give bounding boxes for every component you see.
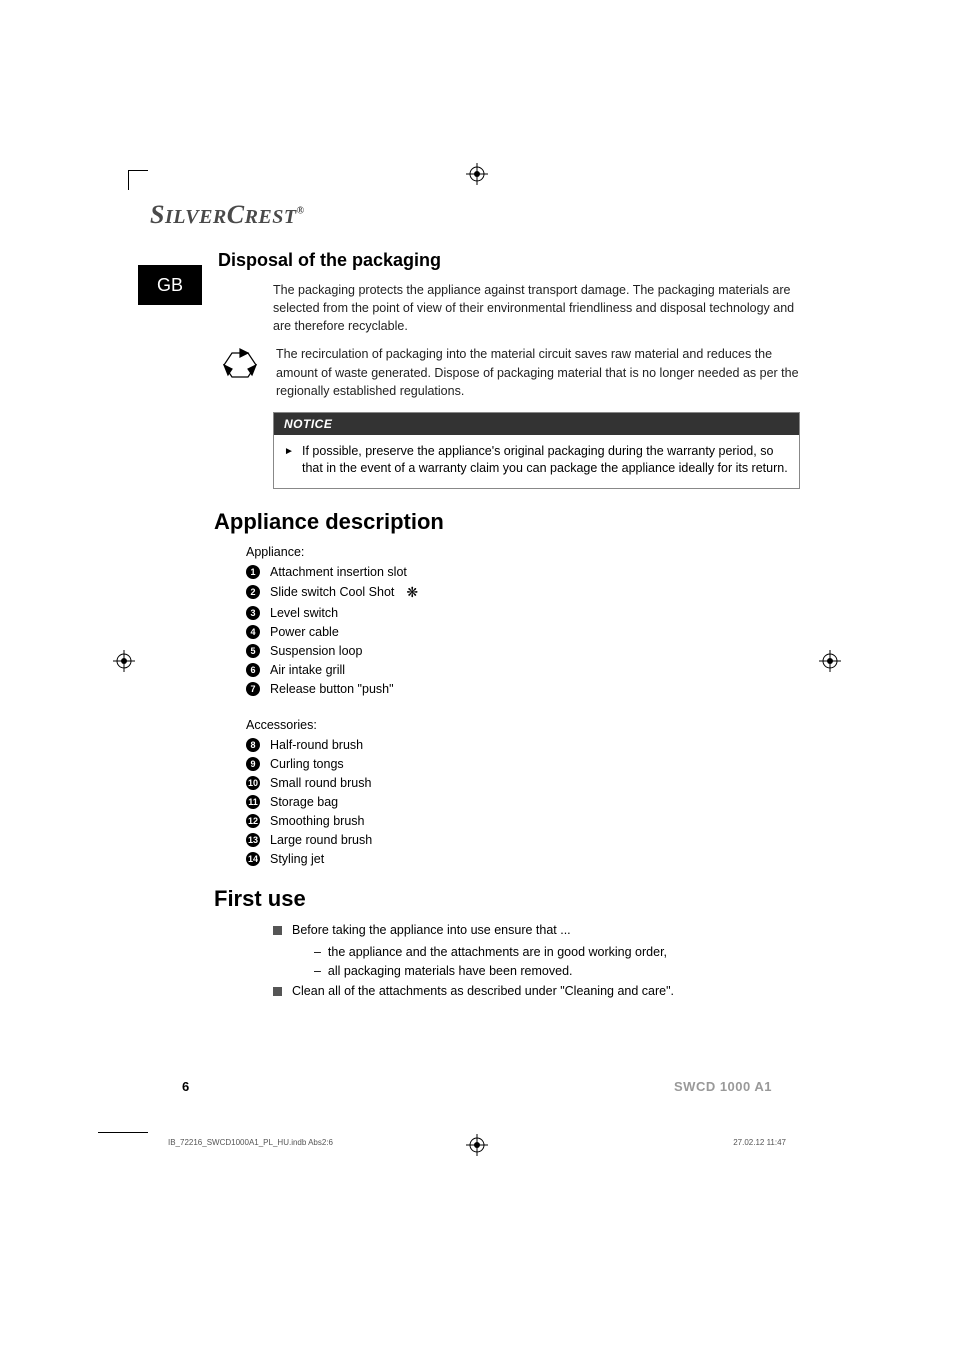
number-badge: 9 [246,757,260,771]
item-text: Power cable [270,625,339,639]
item-text: Air intake grill [270,663,345,677]
section-heading-disposal: Disposal of the packaging [218,250,804,271]
crop-mark [98,1113,148,1133]
number-badge: 2 [246,585,260,599]
bullet-text: Clean all of the attachments as describe… [292,983,674,1001]
bullet-text: Before taking the appliance into use ens… [292,922,571,940]
print-date: 27.02.12 11:47 [733,1138,786,1147]
list-item: 6 Air intake grill [246,663,804,677]
snowflake-icon: ❋ [406,584,418,601]
notice-text: If possible, preserve the appliance's or… [302,443,789,478]
sub-text: all packaging materials have been remove… [328,964,573,978]
chapter-heading-appliance: Appliance description [214,509,804,535]
registration-mark-icon [113,650,135,672]
list-item: 10 Small round brush [246,776,804,790]
list-item: 9 Curling tongs [246,757,804,771]
list-item: 13 Large round brush [246,833,804,847]
list-item: 1 Attachment insertion slot [246,565,804,579]
item-text: Level switch [270,606,338,620]
file-name: IB_72216_SWCD1000A1_PL_HU.indb Abs2:6 [168,1138,333,1147]
item-text: Styling jet [270,852,324,866]
list-label: Accessories: [246,718,804,732]
sub-item: – the appliance and the attachments are … [314,945,804,959]
bullet-item: Clean all of the attachments as describe… [273,983,804,1001]
body-text: The packaging protects the appliance aga… [273,281,804,335]
recycle-icon [218,345,264,396]
language-badge: GB [138,265,202,305]
item-text: Curling tongs [270,757,344,771]
crop-mark [806,170,826,190]
notice-box: NOTICE ► If possible, preserve the appli… [273,412,800,489]
page-footer: 6 SWCD 1000 A1 [182,1079,772,1094]
print-metadata: IB_72216_SWCD1000A1_PL_HU.indb Abs2:6 27… [168,1138,786,1147]
item-text: Release button "push" [270,682,394,696]
number-badge: 12 [246,814,260,828]
item-text: Slide switch Cool Shot [270,585,394,599]
list-item: 11 Storage bag [246,795,804,809]
list-label: Appliance: [246,545,804,559]
registration-mark-icon [466,163,488,185]
crop-mark [128,170,148,190]
list-item: 12 Smoothing brush [246,814,804,828]
item-text: Suspension loop [270,644,362,658]
number-badge: 1 [246,565,260,579]
item-text: Small round brush [270,776,371,790]
number-badge: 5 [246,644,260,658]
number-badge: 7 [246,682,260,696]
chapter-heading-first-use: First use [214,886,804,912]
bullet-item: Before taking the appliance into use ens… [273,922,804,940]
number-badge: 13 [246,833,260,847]
crop-mark [806,1113,826,1133]
item-text: Large round brush [270,833,372,847]
list-item: 5 Suspension loop [246,644,804,658]
list-item: 8 Half-round brush [246,738,804,752]
list-item: 7 Release button "push" [246,682,804,696]
list-item: 14 Styling jet [246,852,804,866]
model-label: SWCD 1000 A1 [674,1079,772,1094]
list-item: 3 Level switch [246,606,804,620]
number-badge: 10 [246,776,260,790]
number-badge: 11 [246,795,260,809]
notice-header: NOTICE [274,413,799,435]
arrow-icon: ► [284,443,294,478]
body-text: The recirculation of packaging into the … [276,345,804,399]
number-badge: 4 [246,625,260,639]
number-badge: 14 [246,852,260,866]
sub-item: – all packaging materials have been remo… [314,964,804,978]
item-text: Attachment insertion slot [270,565,407,579]
item-text: Half-round brush [270,738,363,752]
page-content: SILVERCREST® GB Disposal of the packagin… [150,200,804,1007]
item-text: Smoothing brush [270,814,365,828]
brand-logo: SILVERCREST® [150,200,804,230]
page-number: 6 [182,1079,189,1094]
square-bullet-icon [273,987,282,996]
square-bullet-icon [273,926,282,935]
registration-mark-icon [819,650,841,672]
list-item: 4 Power cable [246,625,804,639]
number-badge: 3 [246,606,260,620]
item-text: Storage bag [270,795,338,809]
number-badge: 8 [246,738,260,752]
number-badge: 6 [246,663,260,677]
sub-text: the appliance and the attachments are in… [328,945,667,959]
list-item: 2 Slide switch Cool Shot ❋ [246,584,804,601]
